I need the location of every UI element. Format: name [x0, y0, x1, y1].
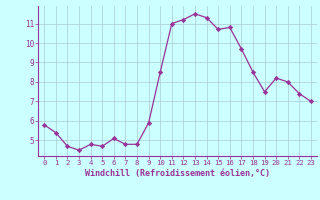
X-axis label: Windchill (Refroidissement éolien,°C): Windchill (Refroidissement éolien,°C): [85, 169, 270, 178]
